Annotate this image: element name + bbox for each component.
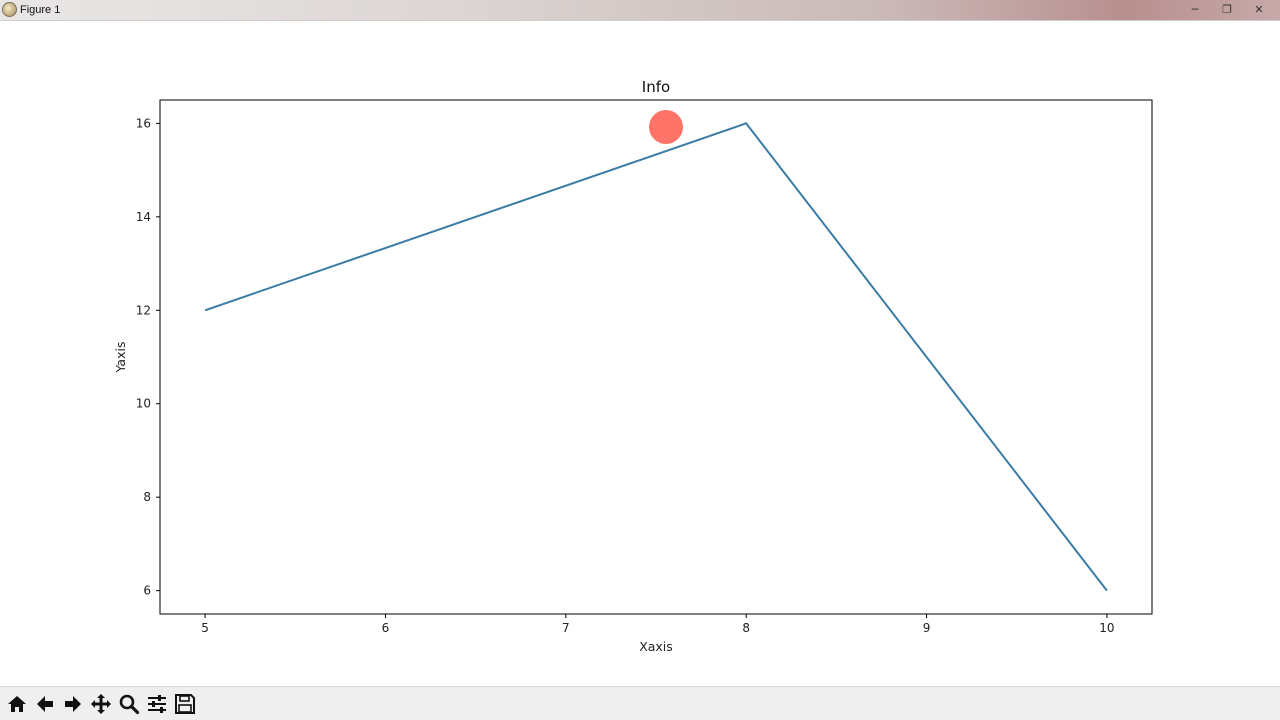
x-tick-label: 6 (382, 621, 390, 635)
y-tick-label: 16 (136, 116, 151, 130)
home-button[interactable] (3, 690, 31, 718)
line-chart: 5 6 7 8 9 10 6 8 10 12 14 16 Info Xaxis Yaxis (113, 78, 1153, 654)
y-tick-label: 14 (136, 210, 151, 224)
axes-frame (159, 99, 1153, 615)
minimize-button[interactable]: ─ (1191, 2, 1199, 16)
y-tick-label: 10 (136, 397, 151, 411)
chart-title: Info (642, 78, 670, 96)
save-button[interactable] (171, 690, 199, 718)
magnifier-icon (119, 694, 140, 714)
zoom-button[interactable] (115, 690, 143, 718)
arrow-left-icon (37, 695, 53, 712)
floppy-disk-icon (175, 693, 195, 714)
home-icon (8, 695, 26, 712)
navigation-toolbar (0, 686, 1280, 720)
arrow-right-icon (65, 695, 81, 712)
x-tick-label: 5 (201, 621, 209, 635)
restore-button[interactable]: ❐ (1222, 2, 1232, 16)
y-tick-label: 6 (143, 584, 151, 598)
sliders-icon (148, 694, 166, 713)
window-titlebar: Figure 1 ─ ❐ ✕ (0, 0, 1280, 21)
pan-button[interactable] (87, 690, 115, 718)
move-icon (91, 693, 111, 714)
back-button[interactable] (31, 690, 59, 718)
y-axis-label: Yaxis (113, 342, 128, 374)
x-axis-label: Xaxis (639, 639, 673, 654)
y-tick-label: 12 (136, 303, 151, 317)
cursor-highlight (649, 110, 683, 144)
forward-button[interactable] (59, 690, 87, 718)
y-tick-label: 8 (143, 490, 151, 504)
app-icon (2, 2, 17, 17)
close-button[interactable]: ✕ (1254, 2, 1264, 16)
window-controls: ─ ❐ ✕ (1182, 1, 1272, 17)
figure-canvas[interactable]: 5 6 7 8 9 10 6 8 10 12 14 16 Info Xaxis Yaxis (0, 20, 1280, 686)
x-tick-label: 8 (742, 621, 750, 635)
x-tick-label: 10 (1099, 621, 1114, 635)
subplots-button[interactable] (143, 690, 171, 718)
x-tick-label: 7 (562, 621, 570, 635)
window-title: Figure 1 (20, 4, 61, 16)
x-tick-label: 9 (923, 621, 931, 635)
